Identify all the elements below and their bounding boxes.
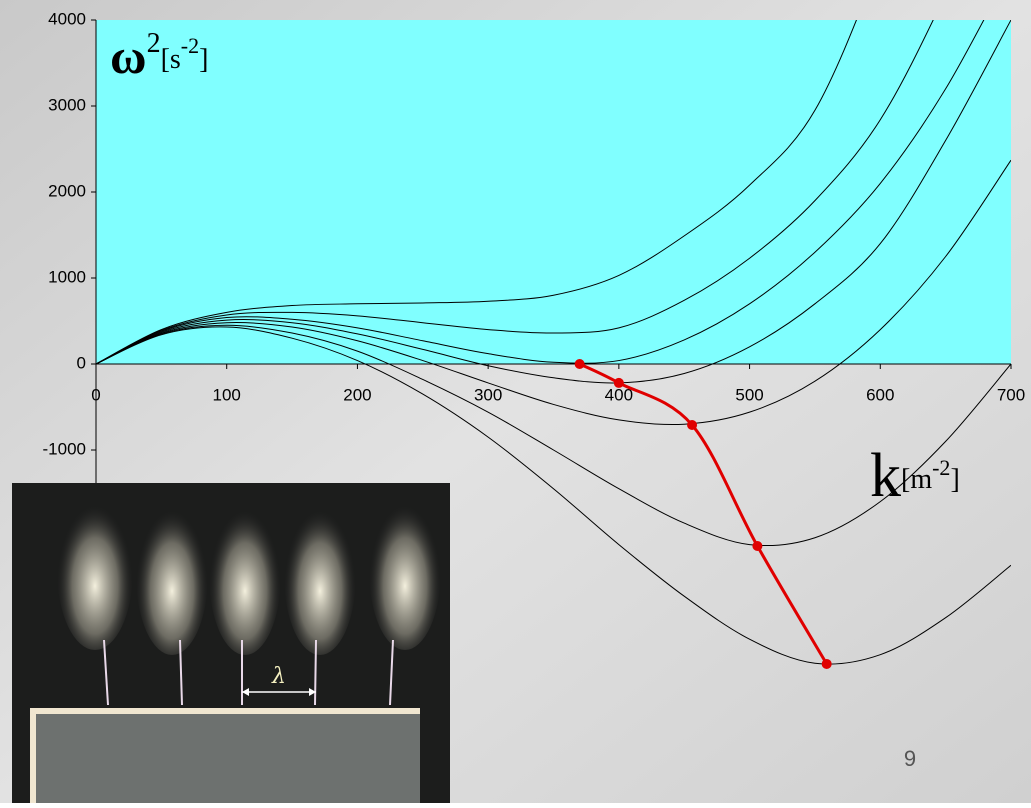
x-tick-label: 100	[213, 385, 241, 404]
y-tick-label: 2000	[48, 181, 86, 200]
y-tick-label: -1000	[43, 439, 86, 458]
photo: λ	[12, 483, 450, 803]
y-tick-label: 3000	[48, 95, 86, 114]
lambda-label: λ	[271, 664, 286, 689]
minimum-point	[575, 359, 585, 369]
y-tick-label: 4000	[48, 9, 86, 28]
y-axis-label-part: -2	[181, 33, 199, 58]
x-axis-label-part: -2	[932, 455, 950, 480]
x-tick-label: 300	[474, 385, 502, 404]
magnet-edge	[30, 708, 420, 714]
x-axis-label-part: [m	[901, 464, 932, 495]
magnet-block	[30, 710, 420, 803]
page-number: 9	[904, 746, 916, 771]
x-axis-label-part: ]	[950, 464, 959, 495]
y-axis-label-part: 2	[147, 28, 161, 59]
minimum-point	[687, 420, 697, 430]
y-tick-label: 0	[77, 353, 86, 372]
x-tick-label: 600	[866, 385, 894, 404]
x-tick-label: 700	[997, 385, 1025, 404]
page: {"chart_data": {"type": "line", "ylabel"…	[0, 0, 1031, 803]
y-axis-label-part: ω	[110, 28, 147, 84]
x-tick-label: 200	[343, 385, 371, 404]
y-tick-label: 1000	[48, 267, 86, 286]
x-tick-label: 0	[91, 385, 100, 404]
minimum-point	[752, 541, 762, 551]
magnet-edge	[30, 710, 36, 803]
y-axis-label-part: [s	[161, 44, 181, 75]
x-axis-label-part: k	[870, 442, 901, 510]
minimum-point	[822, 659, 832, 669]
slide: -100001000200030004000010020030040050060…	[0, 0, 1031, 803]
x-tick-label: 500	[735, 385, 763, 404]
minimum-point	[614, 378, 624, 388]
y-axis-label-part: ]	[199, 44, 208, 75]
